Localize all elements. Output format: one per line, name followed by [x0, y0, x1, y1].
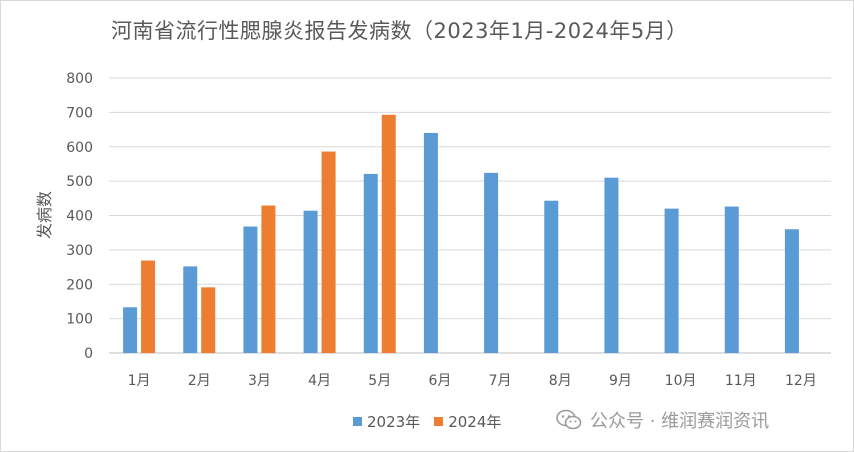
bar-2024年-4月 [321, 151, 336, 353]
x-tick-label: 8月 [549, 373, 572, 389]
bar-2024年-2月 [201, 287, 216, 353]
x-tick-label: 12月 [785, 373, 817, 389]
legend-item-2023: 2023年 [353, 411, 420, 432]
bar-2023年-11月 [724, 206, 739, 353]
chart-title: 河南省流行性腮腺炎报告发病数（2023年1月-2024年5月） [111, 19, 688, 43]
y-tick-label: 800 [66, 71, 93, 87]
y-tick-label: 300 [66, 243, 93, 259]
y-tick-label: 100 [66, 312, 93, 328]
legend-label-2024: 2024年 [448, 413, 502, 431]
x-tick-label: 5月 [368, 373, 391, 389]
bar-2023年-3月 [243, 226, 258, 353]
bar-chart: 0 100 200 300 400 500 600 700 800 发病数 1月 2月 3月 4月 5月 6月… [35, 71, 831, 389]
y-tick-label: 400 [66, 209, 93, 225]
x-tick-label: 4月 [308, 373, 331, 389]
x-tick-label: 2月 [188, 373, 211, 389]
x-tick-label: 11月 [725, 373, 757, 389]
legend-swatch-2023 [353, 417, 362, 426]
x-tick-label: 9月 [609, 373, 632, 389]
wechat-icon [556, 409, 582, 430]
bar-2023年-2月 [183, 266, 198, 353]
x-tick-label: 10月 [665, 373, 697, 389]
bar-2023年-4月 [303, 210, 318, 353]
legend-item-2024: 2024年 [434, 411, 501, 432]
x-tick-label: 6月 [428, 373, 451, 389]
y-tick-label: 600 [66, 140, 93, 156]
y-axis-label: 发病数 [35, 191, 54, 239]
bar-2023年-8月 [544, 200, 559, 353]
y-tick-label: 200 [66, 277, 93, 293]
bar-2023年-6月 [423, 133, 438, 353]
bar-2023年-12月 [784, 229, 799, 353]
legend: 2023年 2024年 [353, 411, 501, 432]
bar-2024年-5月 [381, 114, 396, 353]
y-tick-label: 700 [66, 105, 93, 121]
legend-label-2023: 2023年 [367, 413, 421, 431]
watermark: 公众号 · 维润赛润资讯 [556, 407, 769, 433]
x-tick-label: 7月 [489, 373, 512, 389]
watermark-text: 公众号 · 维润赛润资讯 [590, 411, 770, 432]
legend-swatch-2024 [434, 417, 444, 426]
bar-2024年-1月 [141, 260, 156, 353]
bar-2023年-1月 [123, 307, 138, 353]
y-tick-label: 500 [66, 174, 93, 190]
bar-2023年-10月 [664, 208, 679, 353]
x-tick-label: 1月 [128, 373, 151, 389]
bar-2023年-5月 [363, 173, 378, 353]
bar-2024年-3月 [261, 205, 276, 353]
bar-2023年-7月 [484, 172, 499, 353]
x-tick-label: 3月 [248, 373, 271, 389]
y-tick-label: 0 [84, 346, 93, 362]
bar-2023年-9月 [604, 177, 619, 353]
